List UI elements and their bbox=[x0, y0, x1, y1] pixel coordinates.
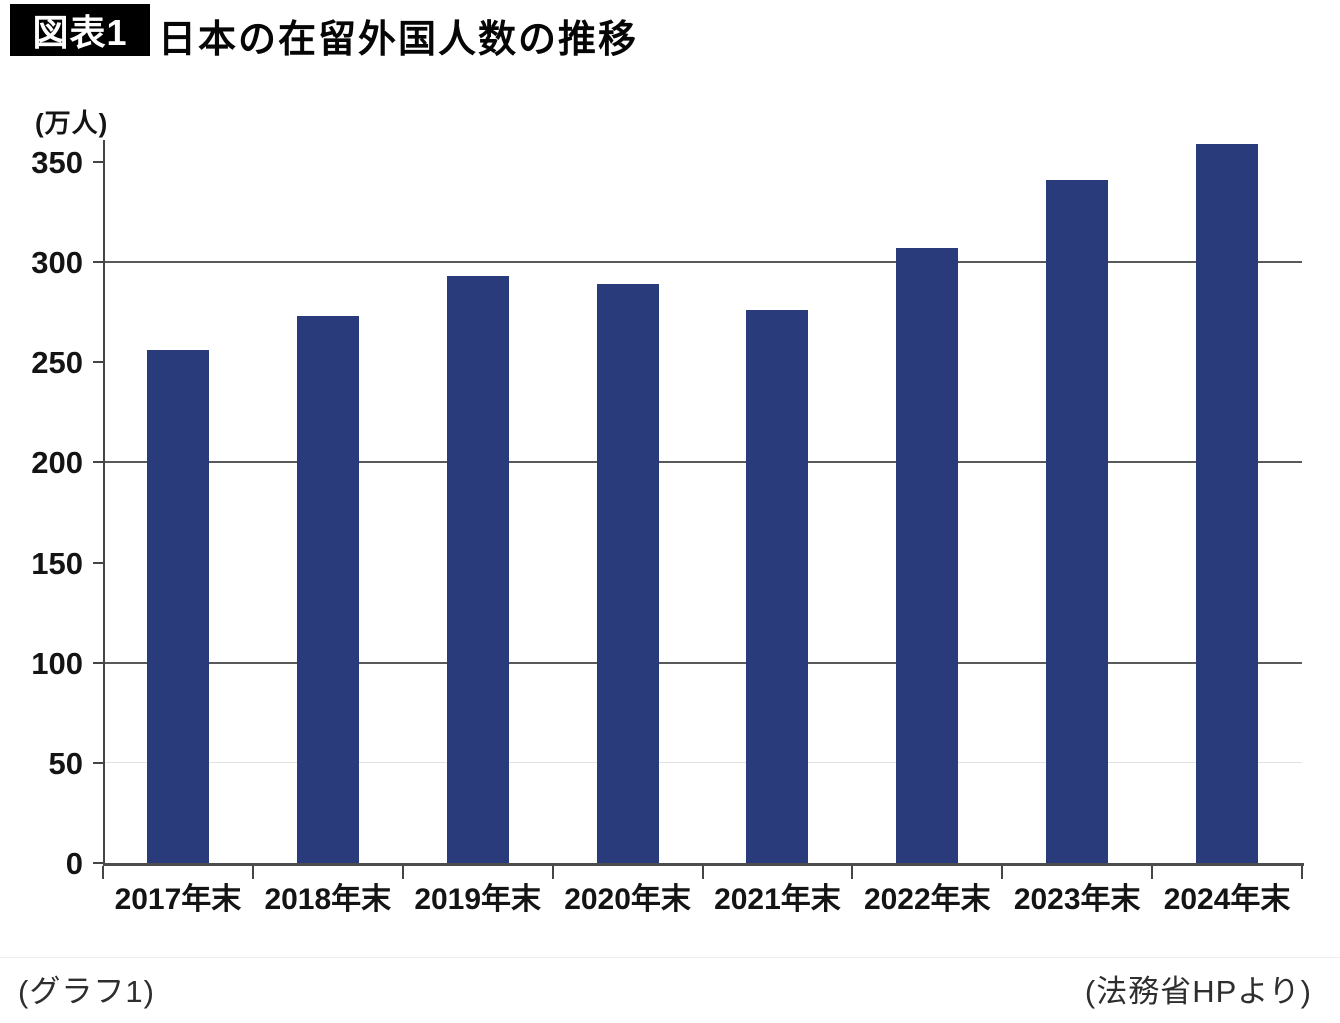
x-tick-label-2019年末: 2019年末 bbox=[414, 883, 542, 916]
y-tick-50 bbox=[93, 761, 103, 764]
bar-2022年末 bbox=[896, 248, 959, 863]
x-tick-7 bbox=[1151, 866, 1154, 879]
x-tick-label-2018年末: 2018年末 bbox=[264, 883, 392, 916]
x-tick-8 bbox=[1301, 866, 1303, 879]
y-tick-label-0: 0 bbox=[65, 846, 83, 881]
y-tick-150 bbox=[93, 561, 103, 564]
y-axis-unit-label: (万人) bbox=[35, 108, 109, 138]
bar-2018年末 bbox=[296, 316, 359, 863]
x-axis bbox=[103, 863, 1304, 866]
bar-2024年末 bbox=[1196, 143, 1259, 863]
x-tick-5 bbox=[851, 866, 854, 879]
y-tick-350 bbox=[93, 161, 103, 163]
y-tick-label-100: 100 bbox=[31, 645, 83, 681]
bar-2019年末 bbox=[446, 276, 509, 863]
x-tick-0 bbox=[102, 866, 104, 879]
bar-2023年末 bbox=[1046, 180, 1109, 863]
y-tick-250 bbox=[93, 361, 103, 364]
y-tick-100 bbox=[93, 661, 103, 664]
bar-2020年末 bbox=[596, 284, 659, 863]
x-tick-6 bbox=[1001, 866, 1004, 879]
gridline-200 bbox=[103, 461, 1302, 464]
footer-divider bbox=[0, 957, 1340, 958]
y-tick-label-250: 250 bbox=[31, 345, 83, 381]
page-title: 日本の在留外国人数の推移 bbox=[158, 19, 639, 61]
y-tick-label-350: 350 bbox=[31, 145, 83, 180]
y-tick-label-50: 50 bbox=[48, 745, 83, 781]
x-tick-label-2022年末: 2022年末 bbox=[863, 883, 991, 916]
gridline-50 bbox=[103, 761, 1302, 763]
x-tick-4 bbox=[701, 866, 704, 879]
x-tick-3 bbox=[551, 866, 554, 879]
caption-right: (法務省HPより) bbox=[1084, 974, 1312, 1009]
y-tick-300 bbox=[93, 261, 103, 264]
x-tick-1 bbox=[251, 866, 254, 879]
x-tick-label-2023年末: 2023年末 bbox=[1013, 883, 1141, 916]
x-tick-label-2017年末: 2017年末 bbox=[114, 883, 242, 916]
figure-badge: 図表1 bbox=[10, 4, 150, 56]
y-tick-0 bbox=[93, 862, 103, 864]
x-tick-2 bbox=[401, 866, 404, 879]
gridline-100 bbox=[103, 661, 1302, 664]
x-tick-label-2020年末: 2020年末 bbox=[564, 883, 691, 916]
x-tick-label-2021年末: 2021年末 bbox=[714, 883, 841, 916]
y-tick-200 bbox=[93, 461, 103, 464]
bar-2017年末 bbox=[146, 350, 209, 863]
y-tick-label-300: 300 bbox=[31, 245, 83, 281]
bar-2021年末 bbox=[746, 310, 809, 863]
y-tick-label-200: 200 bbox=[31, 445, 83, 481]
caption-left: (グラフ1) bbox=[18, 974, 155, 1009]
y-tick-label-150: 150 bbox=[31, 545, 83, 581]
gridline-300 bbox=[103, 261, 1302, 264]
x-tick-label-2024年末: 2024年末 bbox=[1163, 883, 1291, 916]
y-axis bbox=[103, 140, 105, 865]
